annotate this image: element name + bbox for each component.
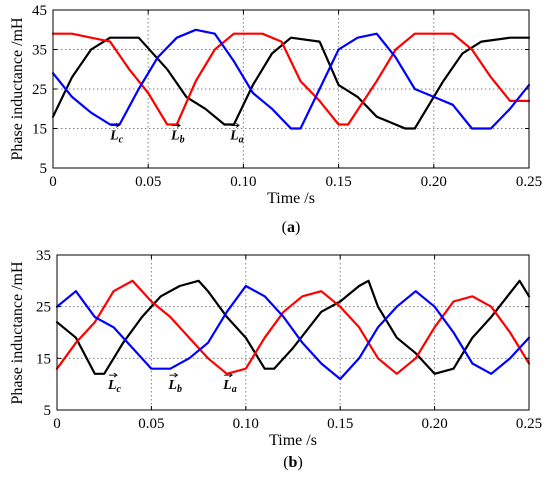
- y-tick-label: 25: [36, 300, 51, 316]
- y-tick-label: 15: [36, 351, 51, 367]
- x-axis-label: Time /s: [267, 190, 315, 207]
- y-tick-label: 25: [32, 82, 47, 98]
- curve-label-c: Lc: [107, 378, 122, 395]
- y-tick-label: 45: [32, 3, 47, 19]
- curve-label-a: La: [229, 128, 244, 145]
- x-tick-label: 0.15: [325, 174, 351, 190]
- y-axis-label: Phase inductance /mH: [9, 261, 26, 405]
- y-tick-label: 35: [36, 248, 51, 264]
- vector-arrow-head: [228, 372, 233, 378]
- y-tick-label: 5: [40, 161, 48, 177]
- curve-label-b: Lb: [170, 128, 185, 145]
- vector-arrow-head: [174, 372, 179, 378]
- vector-arrow-head: [115, 123, 120, 128]
- y-tick-label: 5: [44, 403, 52, 419]
- x-tick-label: 0.25: [516, 416, 542, 432]
- vector-arrow-head: [113, 372, 118, 378]
- series-line-black: [55, 279, 531, 375]
- series-line-red: [55, 279, 531, 375]
- vector-arrow-head: [176, 123, 181, 128]
- vector-arrow-head: [235, 123, 240, 128]
- x-tick-label: 0: [49, 174, 57, 190]
- chart-panel-b: 0 0.05 0.10 0.15 0.20 0.25 5 15 25 35 Time /s Phase…: [9, 248, 542, 471]
- curve-label-a: La: [222, 378, 237, 395]
- plot-frame: [56, 254, 530, 411]
- x-tick-label: 0.20: [421, 416, 447, 432]
- y-tick-label: 35: [32, 43, 47, 59]
- x-axis-label: Time /s: [269, 432, 317, 449]
- x-tick-label: 0.20: [421, 174, 447, 190]
- chart-panel-a: 0 0.05 0.10 0.15 0.20 0.25 5 15 25 35 45 Time /s Pha…: [9, 3, 542, 236]
- series-line-black: [51, 36, 531, 130]
- x-tick-label: 0.05: [138, 416, 164, 432]
- curve-label-b: Lb: [167, 378, 182, 395]
- series-line-red: [51, 32, 531, 126]
- x-tick-label: 0.15: [327, 416, 353, 432]
- x-tick-label: 0.25: [516, 174, 542, 190]
- panel-caption: (b): [283, 454, 303, 471]
- x-tick-label: 0: [53, 416, 61, 432]
- panel-caption: (a): [282, 219, 301, 236]
- x-tick-label: 0.10: [233, 416, 259, 432]
- curve-label-c: Lc: [109, 128, 124, 145]
- y-axis-label: Phase inductance /mH: [9, 17, 26, 161]
- series-line-blue: [51, 28, 531, 130]
- y-tick-label: 15: [32, 122, 47, 138]
- x-tick-label: 0.10: [230, 174, 256, 190]
- series-line-blue: [55, 284, 531, 381]
- x-tick-label: 0.05: [135, 174, 161, 190]
